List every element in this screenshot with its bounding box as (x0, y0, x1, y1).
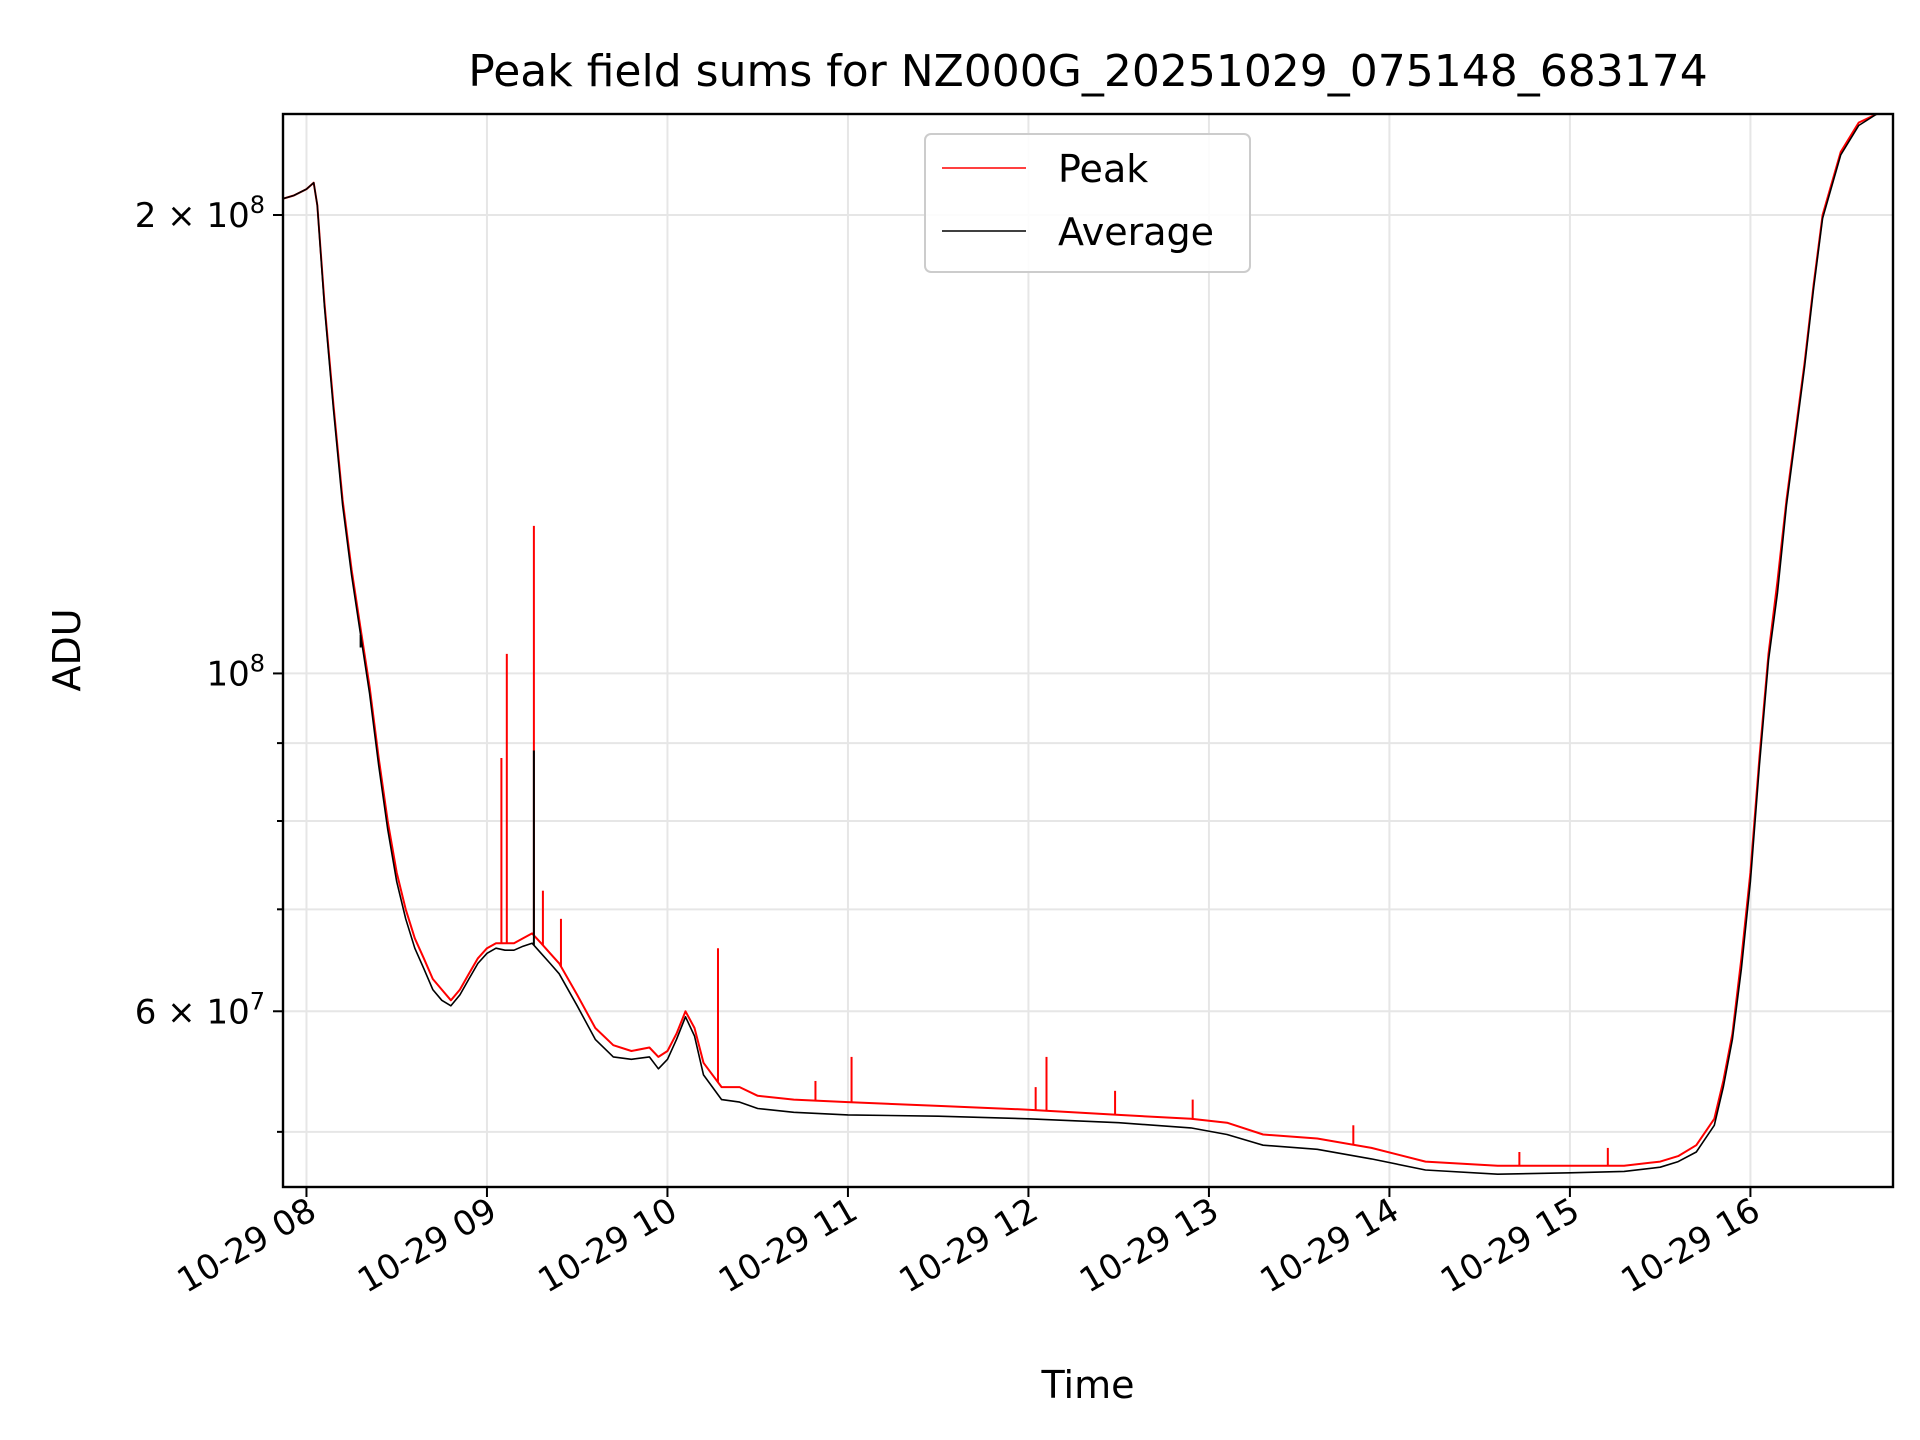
legend-label-average: Average (1058, 210, 1214, 254)
legend: Peak Average (924, 133, 1251, 273)
x-tick-label: 10-29 09 (351, 1190, 503, 1301)
x-axis-label: Time (1041, 1363, 1135, 1407)
x-tick-label: 10-29 08 (171, 1190, 323, 1301)
series-lines (282, 113, 1893, 1175)
x-axis: 10-29 08 10-29 09 10-29 10 10-29 11 10-29 12… (171, 1187, 1767, 1301)
series-line-average (282, 113, 1893, 1175)
y-tick-label: 108 (206, 649, 265, 694)
x-tick-label: 10-29 16 (1615, 1190, 1767, 1301)
y-axis-label: ADU (45, 608, 89, 691)
x-tick-label: 10-29 12 (893, 1190, 1045, 1301)
grid (283, 114, 1893, 1187)
y-tick-label: 2 × 108 (135, 191, 265, 236)
plot-area: 10-29 08 10-29 09 10-29 10 10-29 11 10-29 12… (135, 112, 1895, 1301)
y-tick-label: 6 × 107 (135, 987, 265, 1032)
legend-label-peak: Peak (1058, 147, 1148, 191)
x-tick-label: 10-29 13 (1073, 1190, 1225, 1301)
x-tick-label: 10-29 14 (1254, 1190, 1406, 1301)
x-tick-label: 10-29 11 (712, 1190, 864, 1301)
plot-frame (281, 112, 1895, 1189)
x-tick-label: 10-29 15 (1434, 1190, 1586, 1301)
y-axis: 6 × 107 108 2 × 108 (135, 191, 283, 1133)
x-tick-label: 10-29 10 (532, 1190, 684, 1301)
chart-title: Peak field sums for NZ000G_20251029_0751… (468, 46, 1707, 97)
